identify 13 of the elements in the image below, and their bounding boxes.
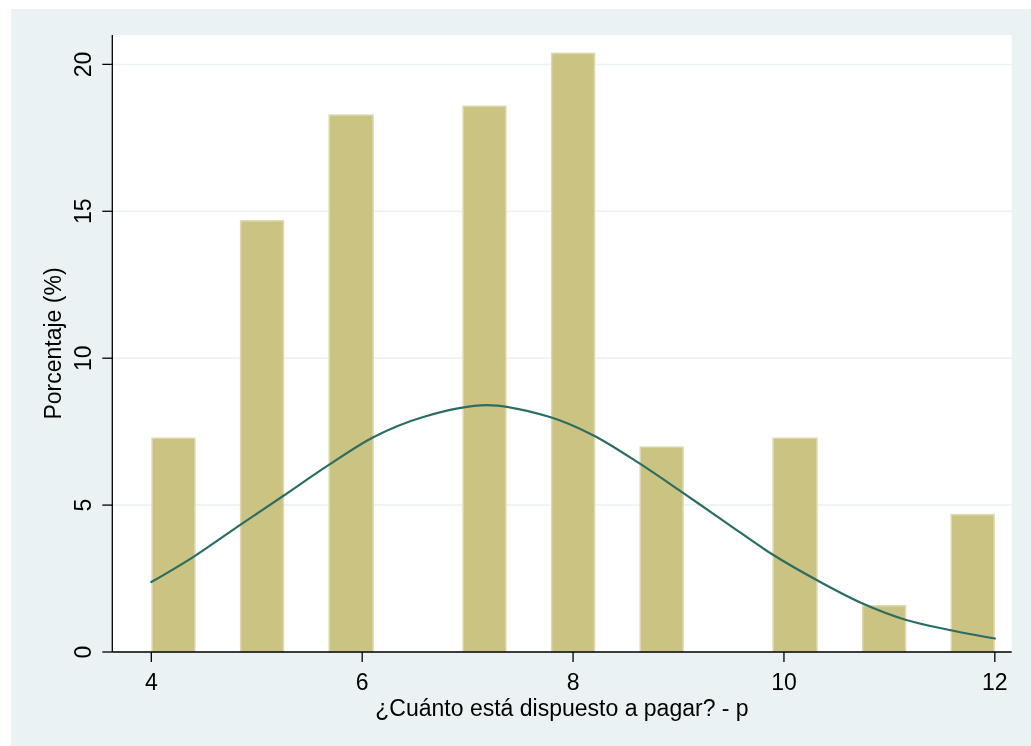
x-tick-label: 12	[982, 669, 1008, 695]
x-tick-label: 6	[355, 669, 369, 695]
y-tick-label: 10	[69, 345, 96, 371]
x-tick-label: 4	[144, 669, 158, 695]
y-tick-label: 15	[69, 198, 96, 225]
y-axis-title: Porcentaje (%)	[40, 267, 66, 420]
line-series	[150, 404, 996, 640]
y-tick-label: 5	[69, 498, 96, 512]
x-axis-title: ¿Cuánto está dispuesto a pagar? - p	[375, 695, 749, 721]
y-tick-label: 20	[69, 51, 96, 78]
y-tick-label: 0	[69, 645, 96, 659]
x-tick-label: 8	[566, 669, 580, 695]
x-tick-label: 10	[771, 669, 797, 695]
